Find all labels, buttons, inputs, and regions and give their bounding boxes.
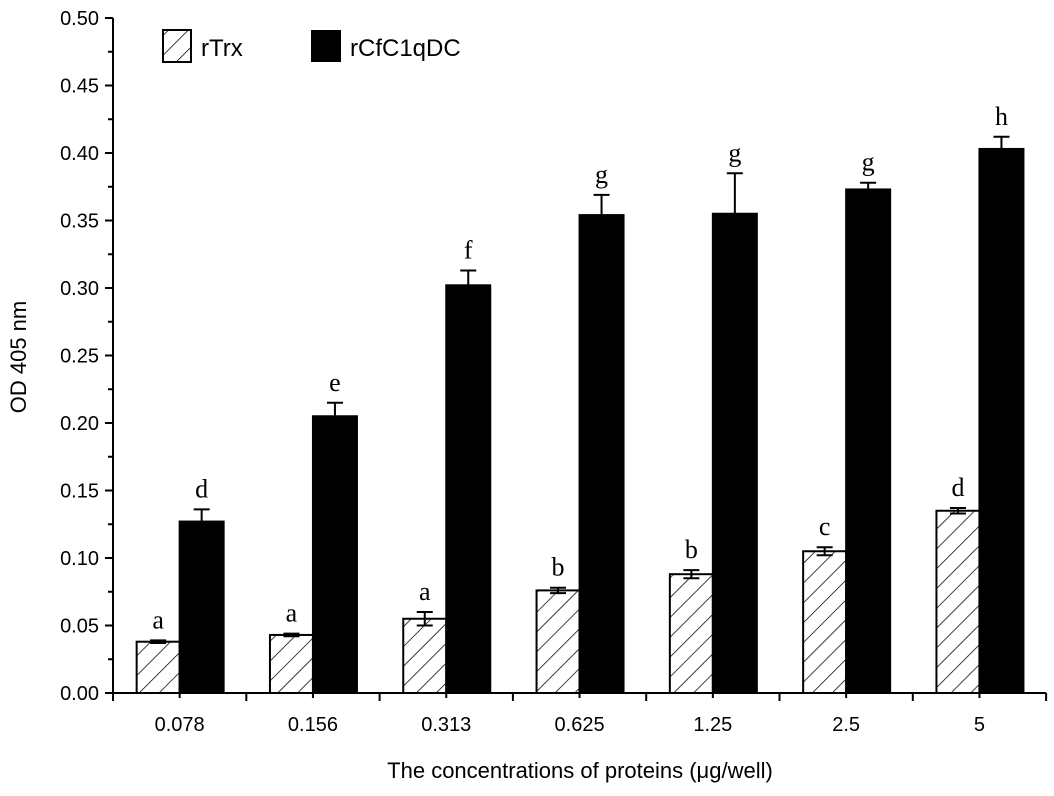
significance-label: b	[685, 535, 698, 564]
significance-label: d	[195, 474, 208, 503]
bar-rcfc1qdc	[845, 188, 892, 694]
x-axis-label: The concentrations of proteins (μg/well)	[387, 758, 773, 783]
y-tick-label: 0.00	[60, 683, 99, 705]
y-axis-label: OD 405 nm	[6, 301, 31, 414]
x-tick-label: 0.078	[155, 714, 205, 736]
y-tick-label: 0.35	[60, 211, 99, 233]
bar-rtrx	[135, 640, 181, 695]
legend: rTrx rCfC1qDC	[162, 29, 461, 63]
bar-rtrx	[268, 633, 314, 695]
significance-label: g	[728, 138, 741, 167]
x-tick-label: 0.313	[421, 714, 471, 736]
y-tick-label: 0.45	[60, 76, 99, 98]
significance-label: a	[152, 605, 164, 634]
bar-rcfc1qdc	[311, 415, 358, 694]
significance-label: e	[329, 368, 341, 397]
legend-swatch-rcfc1qdc	[311, 30, 341, 62]
significance-label: d	[951, 473, 964, 502]
significance-label: g	[595, 160, 608, 189]
legend-label-rcfc1qdc: rCfC1qDC	[350, 35, 461, 62]
bar-rcfc1qdc	[711, 212, 758, 694]
y-tick-label: 0.05	[60, 616, 99, 638]
y-tick-label: 0.10	[60, 548, 99, 570]
x-tick-label: 2.5	[832, 714, 860, 736]
y-tick-label: 0.30	[60, 278, 99, 300]
y-tick-label: 0.20	[60, 413, 99, 435]
legend-swatch-rtrx	[162, 29, 192, 63]
significance-label: h	[995, 102, 1008, 131]
bar-rtrx	[668, 573, 714, 695]
bar-rtrx	[935, 509, 981, 694]
significance-label: g	[862, 148, 875, 177]
y-tick-label: 0.15	[60, 481, 99, 503]
bar-rtrx	[535, 589, 581, 695]
legend-label-rtrx: rTrx	[201, 35, 243, 62]
bar-rcfc1qdc	[978, 147, 1025, 694]
x-tick-label: 5	[974, 714, 985, 736]
y-tick-label: 0.50	[60, 8, 99, 30]
x-tick-label: 0.625	[555, 714, 605, 736]
significance-label: f	[464, 235, 473, 264]
bar-rcfc1qdc	[445, 284, 492, 694]
significance-label: a	[286, 599, 298, 628]
x-tick-label: 1.25	[693, 714, 732, 736]
y-tick-label: 0.40	[60, 143, 99, 165]
bar-rtrx	[802, 550, 848, 694]
significance-label: b	[552, 553, 565, 582]
significance-label: c	[819, 512, 831, 541]
x-tick-label: 0.156	[288, 714, 338, 736]
bar-rcfc1qdc	[578, 214, 625, 694]
y-tick-label: 0.25	[60, 346, 99, 368]
bar-rcfc1qdc	[178, 520, 225, 694]
bar-rtrx	[402, 617, 448, 694]
significance-label: a	[419, 577, 431, 606]
